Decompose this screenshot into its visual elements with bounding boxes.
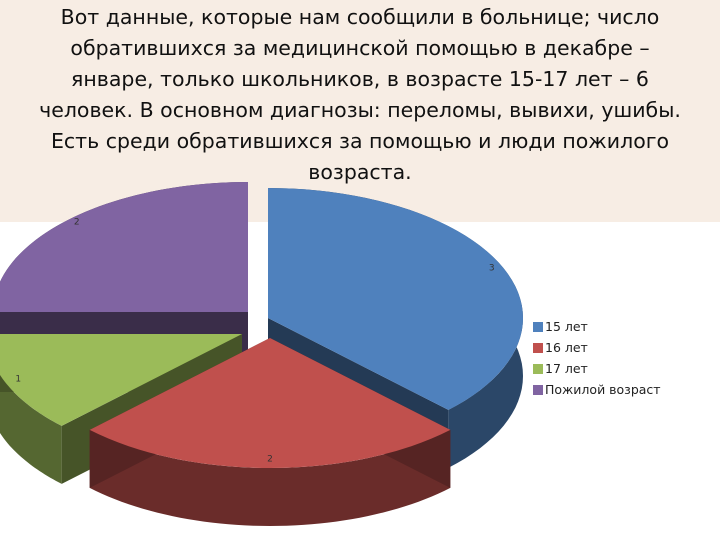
slide-text: Вот данные, которые нам сообщили в больн… (39, 5, 681, 184)
legend-label: 17 лет (545, 361, 588, 376)
legend-item: 16 лет (533, 337, 661, 358)
legend-item: 17 лет (533, 358, 661, 379)
legend-swatch (533, 384, 543, 395)
pie-data-label: 2 (74, 218, 80, 228)
pie-data-label: 3 (489, 264, 495, 274)
legend-swatch (533, 342, 543, 353)
pie-slice-wall (0, 375, 62, 484)
legend-item: Пожилой возраст (533, 379, 661, 400)
legend-item: 15 лет (533, 316, 661, 337)
legend-label: 16 лет (545, 340, 588, 355)
pie-slice-1 (268, 188, 524, 410)
pie-data-label: 1 (15, 374, 21, 384)
text-banner: Вот данные, которые нам сообщили в больн… (0, 0, 720, 222)
pie-data-label: 2 (267, 455, 273, 465)
pie-tops: 3 2 1 2 (0, 182, 524, 469)
legend-swatch (533, 363, 543, 374)
pie-slice-wall (89, 429, 451, 526)
pie-slice-2 (89, 338, 451, 469)
chart-legend: 15 лет 16 лет 17 лет Пожилой возраст (533, 316, 661, 400)
pie-slice-3 (0, 334, 242, 426)
pie-slice-4 (0, 182, 248, 312)
legend-swatch (533, 321, 543, 332)
legend-label: 15 лет (545, 319, 588, 334)
legend-label: Пожилой возраст (545, 382, 661, 397)
